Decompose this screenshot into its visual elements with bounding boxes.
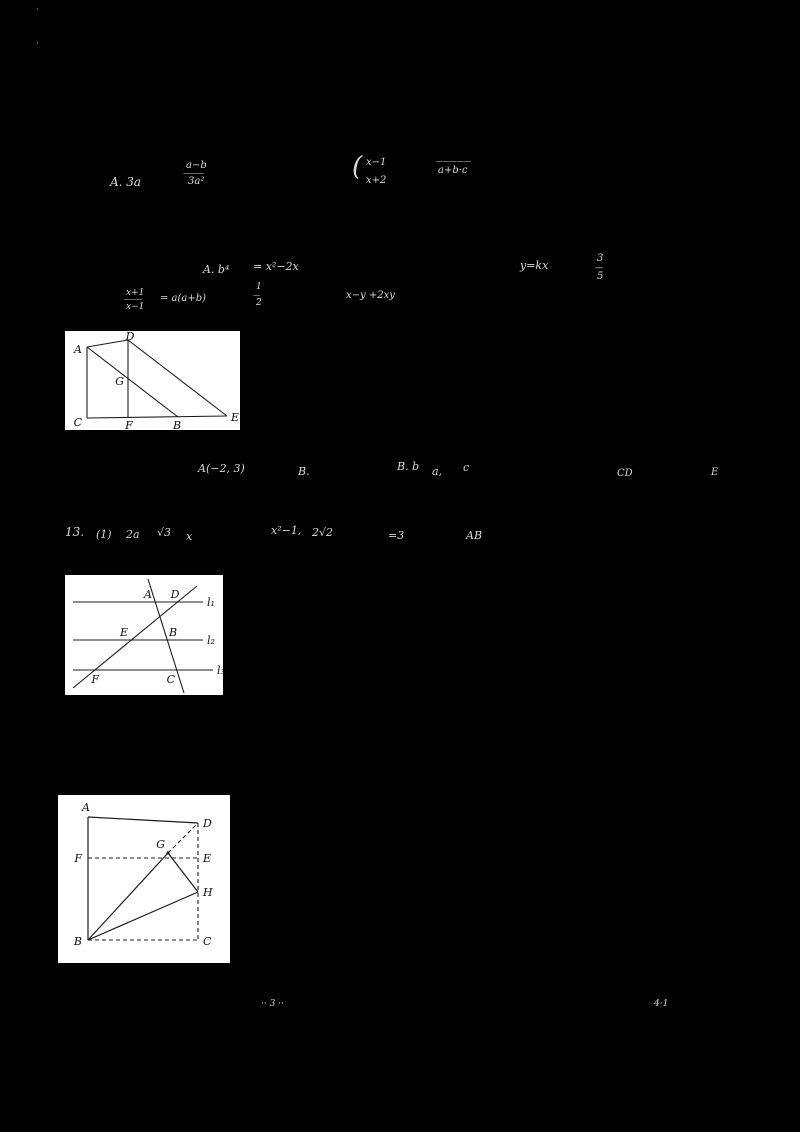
text-fragment: A. 3a	[110, 175, 142, 189]
text-fragment: a,	[432, 465, 443, 478]
figure-parallel-lines-svg: A D E B F C l₁ l₂ l₃	[72, 578, 223, 694]
fig2-line-label-l2: l₂	[207, 634, 215, 647]
fig3-label-e: E	[202, 852, 211, 865]
fig2-line-label-l1: l₁	[207, 596, 215, 609]
text-fragment: x²−1,	[271, 524, 302, 537]
text-fragment: 1	[256, 282, 262, 292]
text-fragment: = x²−2x	[253, 260, 299, 273]
fig2-label-b: B	[168, 626, 177, 639]
text-fragment: A(−2, 3)	[198, 462, 245, 475]
text-fragment: B. b	[397, 460, 420, 473]
text-fragment: x+2	[366, 175, 387, 186]
fig3-label-g: G	[156, 838, 165, 851]
fig1-label-g: G	[115, 375, 124, 388]
text-fragment: ———	[124, 296, 142, 303]
fig1-label-f: F	[124, 419, 133, 430]
text-fragment: 2	[256, 298, 262, 308]
fig3-label-h: H	[202, 886, 213, 899]
fig3-label-a: A	[81, 801, 90, 814]
fig1-label-e: E	[230, 411, 239, 424]
fig1-label-b: B	[172, 419, 181, 430]
text-fragment: ·	[36, 5, 39, 14]
text-fragment: c	[463, 461, 470, 474]
text-fragment: AB	[466, 529, 483, 542]
figure-square-fold-diagram: A D F G E H B C	[58, 795, 230, 963]
text-fragment: a+b·c	[438, 165, 468, 176]
text-fragment: —	[253, 291, 260, 299]
fig3-label-d: D	[202, 817, 212, 830]
figure-triangle-diagram: A D G C F B E	[65, 331, 240, 430]
text-fragment: 4·1	[654, 999, 669, 1009]
fig3-label-f: F	[73, 852, 82, 865]
text-fragment: ———	[183, 169, 204, 177]
text-fragment: (	[352, 152, 363, 182]
text-fragment: —————	[436, 157, 471, 165]
text-fragment: a−b	[186, 160, 207, 171]
text-fragment: = a(a+b)	[160, 293, 207, 304]
text-fragment: 2√2	[312, 526, 334, 539]
text-fragment: x	[186, 530, 193, 543]
fig1-label-d: D	[125, 331, 135, 343]
text-fragment: =3	[388, 529, 405, 542]
text-fragment: 3	[597, 253, 604, 264]
figure-triangle-svg: A D G C F B E	[73, 331, 239, 430]
text-fragment: y=kx	[520, 259, 549, 272]
fig2-label-c: C	[167, 673, 176, 686]
text-fragment: 3a²	[188, 176, 205, 187]
text-fragment: ·	[36, 39, 39, 48]
text-fragment: x−1	[126, 302, 145, 312]
fig2-label-d: D	[170, 588, 180, 601]
text-fragment: 2a	[126, 528, 140, 541]
fig2-label-e: E	[119, 626, 128, 639]
text-fragment: 5	[597, 271, 604, 282]
text-fragment: x+1	[126, 288, 145, 298]
fig3-label-b: B	[73, 935, 82, 948]
text-fragment: x−y +2xy	[346, 290, 395, 301]
fig2-label-a: A	[143, 588, 152, 601]
fig2-line-label-l3: l₃	[217, 664, 223, 677]
fig2-label-f: F	[90, 673, 99, 686]
text-fragment: B.	[298, 465, 310, 478]
fig1-label-c: C	[74, 416, 83, 429]
text-fragment: √3	[157, 526, 172, 539]
fig3-point-g-dot	[166, 851, 170, 855]
text-fragment: E	[711, 467, 719, 478]
fig3-label-c: C	[203, 935, 212, 948]
figure-square-fold-svg: A D F G E H B C	[73, 801, 213, 948]
text-fragment: (1)	[96, 528, 112, 541]
text-fragment: —	[595, 263, 603, 272]
text-fragment: x−1	[366, 157, 387, 168]
fig1-label-a: A	[73, 343, 82, 356]
text-fragment: A. b⁴	[203, 263, 230, 276]
figure-parallel-lines-diagram: A D E B F C l₁ l₂ l₃	[65, 575, 223, 695]
text-fragment: CD	[617, 468, 633, 479]
text-fragment: 13.	[65, 525, 85, 539]
text-fragment: ·· 3 ··	[261, 999, 284, 1009]
